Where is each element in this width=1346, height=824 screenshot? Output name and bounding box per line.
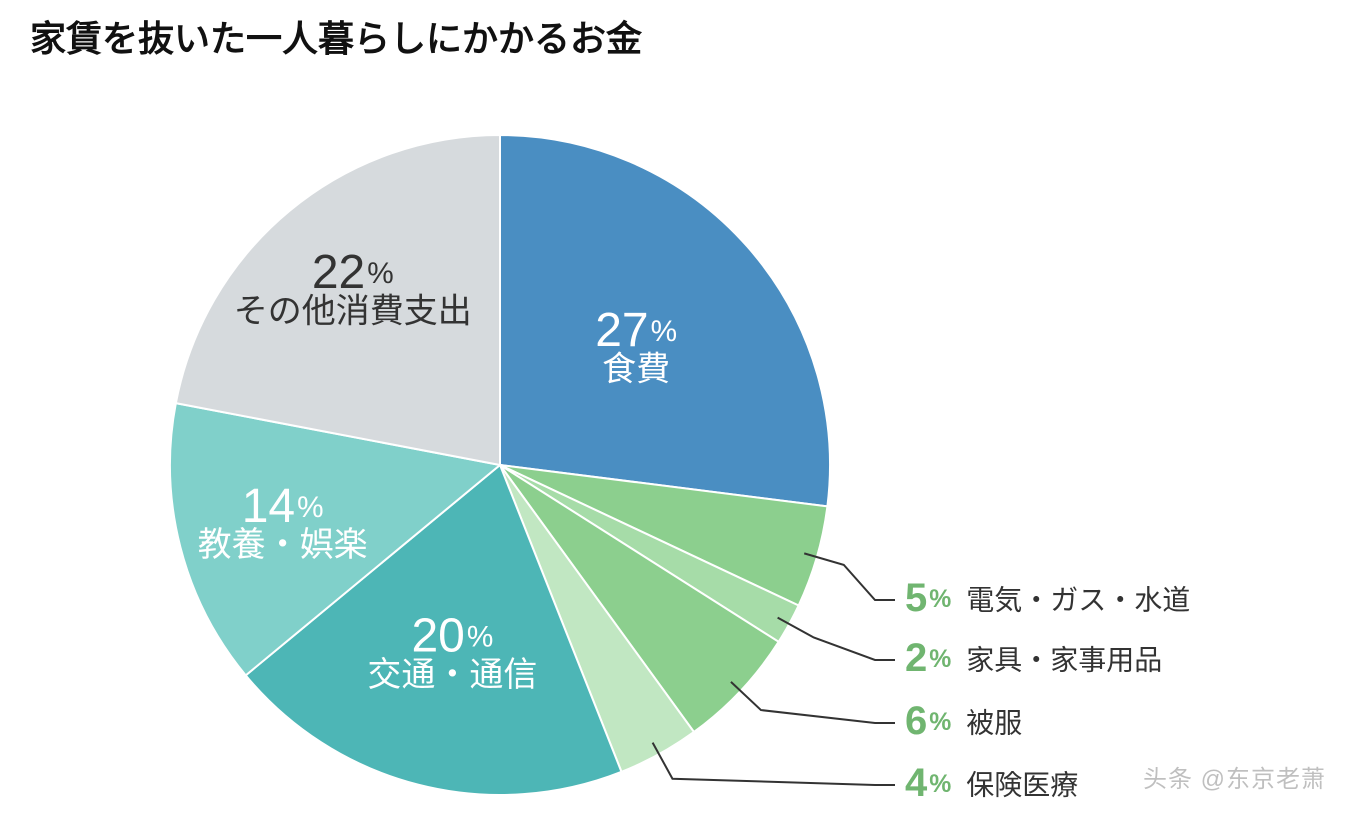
slice-category: 教養・娯楽: [198, 526, 368, 564]
leader-line: [778, 618, 895, 660]
slice-category: 保険医療: [966, 769, 1078, 800]
leader-line: [804, 553, 895, 600]
watermark: 头条 @东京老萧: [1143, 759, 1326, 794]
leader-line: [731, 682, 895, 723]
slice-category: 被服: [966, 707, 1022, 738]
slice-percent: 4%: [905, 761, 951, 805]
slice-category: 電気・ガス・水道: [966, 584, 1190, 615]
slice-category: 家具・家事用品: [966, 644, 1162, 675]
slice-percent: 6%: [905, 699, 951, 743]
slice-category: 交通・通信: [367, 656, 537, 694]
pie-chart: 27%食費20%交通・通信14%教養・娯楽22%その他消費支出5%電気・ガス・水…: [0, 0, 1346, 824]
slice-category: その他消費支出: [234, 292, 472, 330]
leader-line: [653, 743, 895, 785]
slice-category: 食費: [602, 350, 670, 388]
slice-percent: 5%: [905, 576, 951, 620]
slice-percent: 2%: [905, 636, 951, 680]
